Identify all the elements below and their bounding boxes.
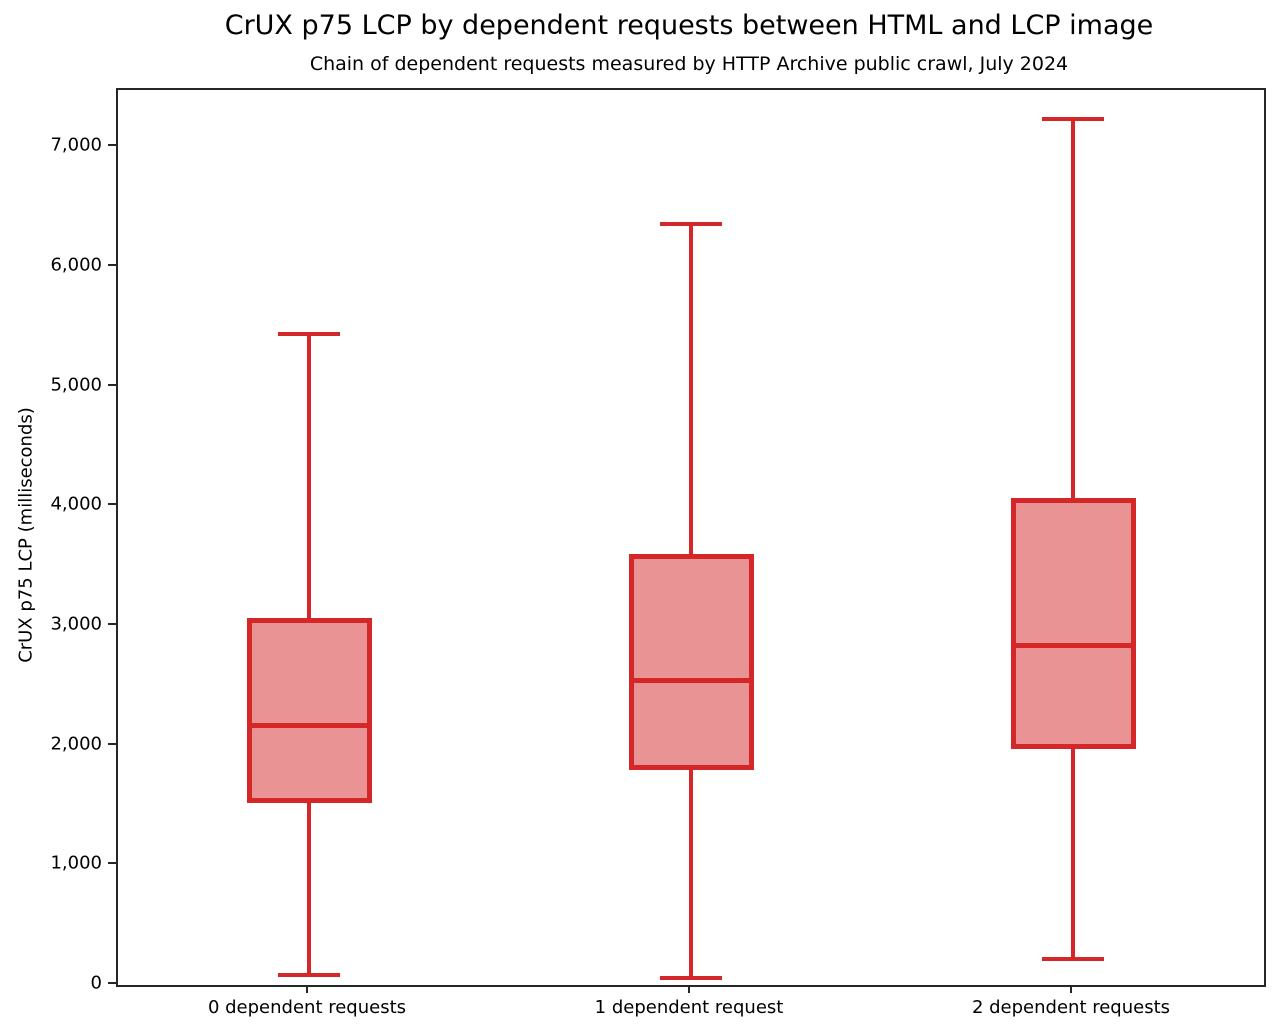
chart-title: CrUX p75 LCP by dependent requests betwe… bbox=[224, 10, 1154, 41]
upper-whisker-cap bbox=[278, 332, 340, 337]
upper-whisker-line bbox=[307, 334, 311, 618]
y-tick-mark bbox=[108, 982, 116, 984]
y-tick-label: 1,000 bbox=[50, 852, 102, 874]
upper-whisker-line bbox=[689, 224, 693, 554]
x-tick-label: 2 dependent requests bbox=[971, 997, 1171, 1018]
y-tick-mark bbox=[108, 623, 116, 626]
y-tick-label: 0 bbox=[90, 972, 102, 994]
y-tick-mark bbox=[108, 383, 116, 386]
x-tick-mark bbox=[688, 985, 690, 993]
y-tick-label: 3,000 bbox=[50, 613, 102, 635]
iqr-box bbox=[1010, 498, 1136, 750]
upper-whisker-cap bbox=[660, 222, 722, 226]
y-tick-mark bbox=[108, 503, 116, 506]
y-tick-label: 5,000 bbox=[50, 374, 102, 396]
x-tick-label: 0 dependent requests bbox=[207, 997, 407, 1018]
y-tick-label: 2,000 bbox=[50, 733, 102, 755]
x-tick-mark bbox=[1070, 985, 1072, 993]
y-tick-mark bbox=[108, 742, 116, 745]
upper-whisker-cap bbox=[1042, 117, 1104, 122]
x-tick-label: 1 dependent request bbox=[594, 997, 784, 1018]
lower-whisker-cap bbox=[278, 972, 340, 977]
y-tick-mark bbox=[108, 264, 116, 267]
median-line bbox=[1010, 642, 1136, 648]
y-tick-mark bbox=[108, 144, 116, 147]
y-tick-label: 7,000 bbox=[50, 134, 102, 156]
lower-whisker-line bbox=[689, 770, 693, 978]
y-tick-label: 4,000 bbox=[50, 493, 102, 515]
median-line bbox=[246, 723, 372, 729]
iqr-box bbox=[628, 553, 754, 771]
lower-whisker-cap bbox=[1042, 957, 1104, 962]
median-line bbox=[628, 677, 754, 683]
chart-subtitle: Chain of dependent requests measured by … bbox=[309, 53, 1069, 75]
lower-whisker-line bbox=[1071, 749, 1075, 960]
lower-whisker-line bbox=[307, 803, 311, 975]
y-tick-label: 6,000 bbox=[50, 254, 102, 276]
lower-whisker-cap bbox=[660, 975, 722, 980]
iqr-box bbox=[246, 617, 372, 804]
plot-area bbox=[116, 88, 1266, 987]
y-tick-mark bbox=[108, 862, 116, 865]
upper-whisker-line bbox=[1071, 119, 1075, 498]
x-tick-mark bbox=[306, 985, 308, 993]
